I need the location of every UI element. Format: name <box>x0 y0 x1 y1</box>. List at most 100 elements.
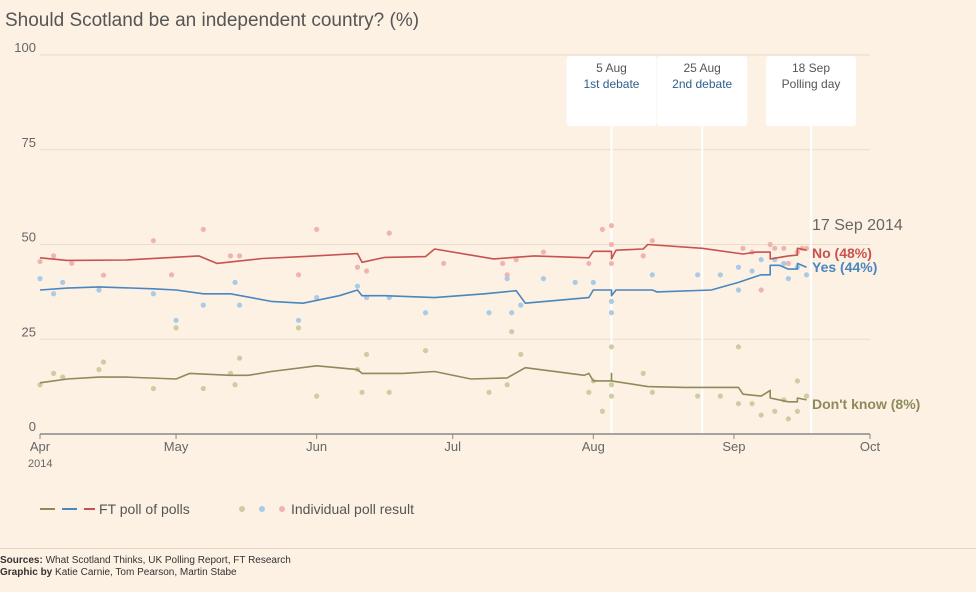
dontknow-poll-dot-35 <box>758 412 764 418</box>
yes-poll-dot-1 <box>51 291 57 297</box>
yes-poll-dot-23 <box>608 310 615 316</box>
no-poll-dot-2 <box>69 260 75 267</box>
no-poll-dot-15 <box>500 260 506 267</box>
yes-series-line <box>39 262 807 304</box>
x-tick-label-6: Oct <box>860 439 881 454</box>
yes-poll-dot-29 <box>749 268 755 274</box>
dontknow-poll-dot-38 <box>785 416 791 422</box>
dontknow-poll-dot-2 <box>60 374 66 380</box>
credits-line: Graphic by Katie Carnie, Tom Pearson, Ma… <box>0 567 976 579</box>
yes-poll-dot-3 <box>96 287 102 293</box>
x-tick-label-5: Sep <box>722 439 745 454</box>
legend-dot-yes <box>259 506 265 512</box>
x-tick-label-0: Apr <box>30 439 51 454</box>
dontknow-poll-dot-7 <box>200 385 206 392</box>
dontknow-poll-dot-21 <box>518 351 524 358</box>
series-lines <box>39 243 807 403</box>
dontknow-poll-dot-41 <box>803 393 810 399</box>
yes-poll-dot-20 <box>572 279 578 285</box>
yes-poll-dot-9 <box>295 317 302 323</box>
dontknow-poll-dot-14 <box>359 389 365 395</box>
no-poll-dot-24 <box>640 253 646 259</box>
y-tick-label-0: 0 <box>29 419 36 434</box>
chart-title: Should Scotland be an independent countr… <box>5 10 419 31</box>
yes-poll-dot-22 <box>608 298 615 304</box>
dontknow-poll-dot-40 <box>794 408 801 414</box>
legend-poll-of-polls: FT poll of polls <box>99 501 190 517</box>
yes-poll-dot-11 <box>354 283 361 289</box>
dontknow-poll-dot-39 <box>794 378 801 384</box>
no-poll-dot-14 <box>441 260 447 267</box>
dontknow-poll-dot-19 <box>504 382 510 388</box>
yes-poll-dot-18 <box>518 302 524 308</box>
footer: Sources: What Scotland Thinks, UK Pollin… <box>0 548 976 579</box>
annotation-label-2: Polling day <box>782 77 841 91</box>
graphic-key: Graphic by <box>0 567 53 578</box>
x-tick-label-1: May <box>164 439 189 454</box>
dontknow-poll-dot-20 <box>509 329 515 335</box>
no-poll-dot-16 <box>504 272 510 278</box>
yes-poll-dot-10 <box>314 294 320 301</box>
annotation-boxes: 5 Aug 1st debate 25 Aug 2nd debate 18 Sep Pol… <box>566 56 857 126</box>
grid <box>40 54 870 340</box>
yes-poll-dot-33 <box>785 276 791 282</box>
annotation-box-0 <box>566 56 657 126</box>
yes-poll-dot-30 <box>758 257 764 263</box>
no-poll-dot-9 <box>295 272 302 278</box>
sources-key: Sources: <box>0 555 43 566</box>
dontknow-poll-dot-12 <box>314 393 320 399</box>
yes-poll-dot-35 <box>803 272 810 278</box>
annotation-label-1: 2nd debate <box>672 77 732 91</box>
y-tick-label-25: 25 <box>22 324 36 339</box>
dontknow-poll-dot-28 <box>640 370 646 376</box>
yes-poll-dot-19 <box>540 276 547 282</box>
x-tick-label-4: Aug <box>582 439 605 454</box>
sources-value: What Scotland Thinks, UK Polling Report,… <box>45 555 291 566</box>
chart-svg: Should Scotland be an independent countr… <box>5 10 920 517</box>
x-tick-label-2: Jun <box>306 439 327 454</box>
no-poll-dot-17 <box>513 257 519 263</box>
no-poll-dot-30 <box>772 245 778 251</box>
graphic-value: Katie Carnie, Tom Pearson, Martin Stabe <box>55 567 237 578</box>
no-poll-dot-8 <box>236 253 243 259</box>
latest-date-label: 17 Sep 2014 <box>812 217 903 234</box>
dontknow-poll-dot-6 <box>173 325 179 331</box>
no-poll-dot-6 <box>200 226 206 232</box>
no-poll-dot-19 <box>586 260 592 267</box>
axes: 0 25 50 75 100 Apr 2014 May Jun Jul Aug Sep Oct <box>14 40 880 470</box>
no-poll-dot-7 <box>227 253 234 259</box>
yes-poll-dot-0 <box>37 276 43 282</box>
no-poll-dot-20 <box>599 226 606 232</box>
annotation-box-2 <box>766 56 857 126</box>
dontknow-poll-dot-34 <box>749 401 755 407</box>
y-tick-label-100: 100 <box>14 40 36 55</box>
no-poll-dot-29 <box>767 241 773 248</box>
dontknow-poll-dot-11 <box>295 325 302 331</box>
no-poll-dot-21 <box>608 222 615 229</box>
yes-poll-dot-5 <box>173 317 179 323</box>
dontknow-poll-dot-10 <box>236 355 243 361</box>
no-poll-dot-11 <box>354 264 361 270</box>
no-poll-dot-22 <box>608 241 615 248</box>
sources-line: Sources: What Scotland Thinks, UK Pollin… <box>0 555 976 567</box>
dontknow-poll-dot-18 <box>486 389 492 395</box>
dontknow-poll-dot-3 <box>96 366 102 373</box>
no-poll-dot-32 <box>785 260 791 267</box>
legend-dot-no <box>279 506 285 512</box>
dontknow-poll-dot-0 <box>37 382 43 388</box>
no-poll-dot-0 <box>37 258 43 265</box>
dontknow-poll-dot-5 <box>150 385 156 392</box>
no-series-line <box>39 243 807 265</box>
poll-dots <box>37 222 810 422</box>
dontknow-poll-dot-4 <box>100 359 107 365</box>
yes-poll-dot-16 <box>504 276 510 282</box>
annotation-box-1 <box>657 56 748 126</box>
no-poll-dot-31 <box>781 245 787 251</box>
no-poll-dot-18 <box>540 249 547 255</box>
legend-individual: Individual poll result <box>291 501 414 517</box>
yes-poll-dot-21 <box>590 279 596 285</box>
no-poll-dot-25 <box>649 238 655 244</box>
dontknow-poll-dot-32 <box>735 344 742 350</box>
yes-poll-dot-25 <box>695 272 701 278</box>
yes-poll-dot-15 <box>486 310 492 316</box>
